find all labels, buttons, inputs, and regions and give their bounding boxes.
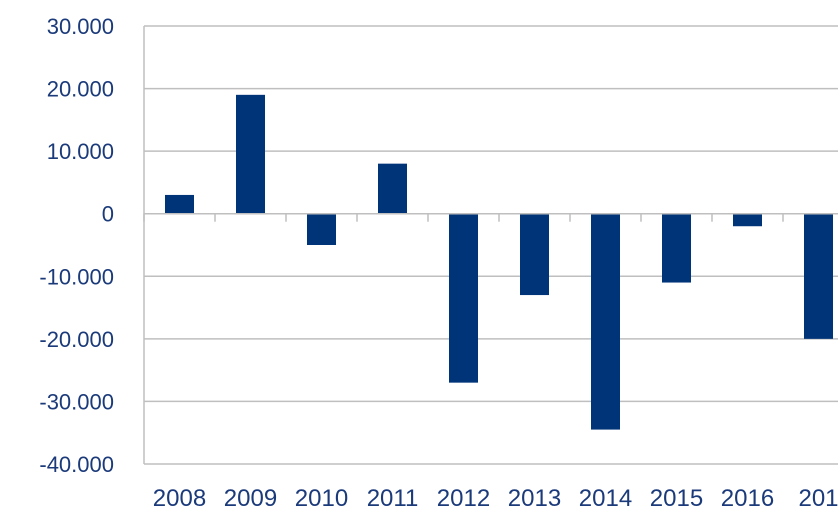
x-tick-label: 2016 bbox=[721, 485, 774, 512]
bar-2016 bbox=[733, 213, 762, 227]
y-tick-label: -30.000 bbox=[39, 389, 114, 414]
x-tick-label: 2010 bbox=[295, 485, 348, 512]
grid-lines bbox=[144, 25, 838, 465]
y-tick-label: 0 bbox=[102, 202, 114, 227]
bar-2010 bbox=[307, 213, 336, 245]
y-tick-label: -40.000 bbox=[39, 452, 114, 477]
axes bbox=[143, 26, 838, 464]
x-tick-label: 2009 bbox=[224, 485, 277, 512]
y-tick-label: -10.000 bbox=[39, 264, 114, 289]
x-tick-label: 2015 bbox=[650, 485, 703, 512]
y-tick-label: 20.000 bbox=[47, 77, 114, 102]
y-tick-label: 30.000 bbox=[47, 14, 114, 39]
x-tick-label: 2013 bbox=[508, 485, 561, 512]
bar-2012 bbox=[449, 213, 478, 383]
x-tick-label: 2012 bbox=[437, 485, 490, 512]
bar-2014 bbox=[591, 213, 620, 430]
bar-201 bbox=[804, 213, 833, 339]
x-tick-label: 2014 bbox=[579, 485, 632, 512]
y-tick-label: -20.000 bbox=[39, 327, 114, 352]
bar-2011 bbox=[378, 163, 407, 214]
x-tick-label: 201 bbox=[798, 485, 838, 512]
y-axis-tick-labels: 30.000 20.000 10.000 0 -10.000 -20.000 -30.000… bbox=[39, 14, 114, 477]
bar-2008 bbox=[165, 194, 194, 214]
bar-2015 bbox=[662, 213, 691, 283]
bar-2013 bbox=[520, 213, 549, 296]
x-tick-label: 2011 bbox=[367, 485, 419, 512]
x-tick-label: 2008 bbox=[153, 485, 206, 512]
bars bbox=[165, 94, 833, 430]
x-axis-tick-labels: 2008 2009 2010 2011 2012 2013 2014 2015 2016 201 bbox=[153, 485, 838, 512]
bar-2009 bbox=[236, 94, 265, 214]
y-tick-label: 10.000 bbox=[47, 139, 114, 164]
